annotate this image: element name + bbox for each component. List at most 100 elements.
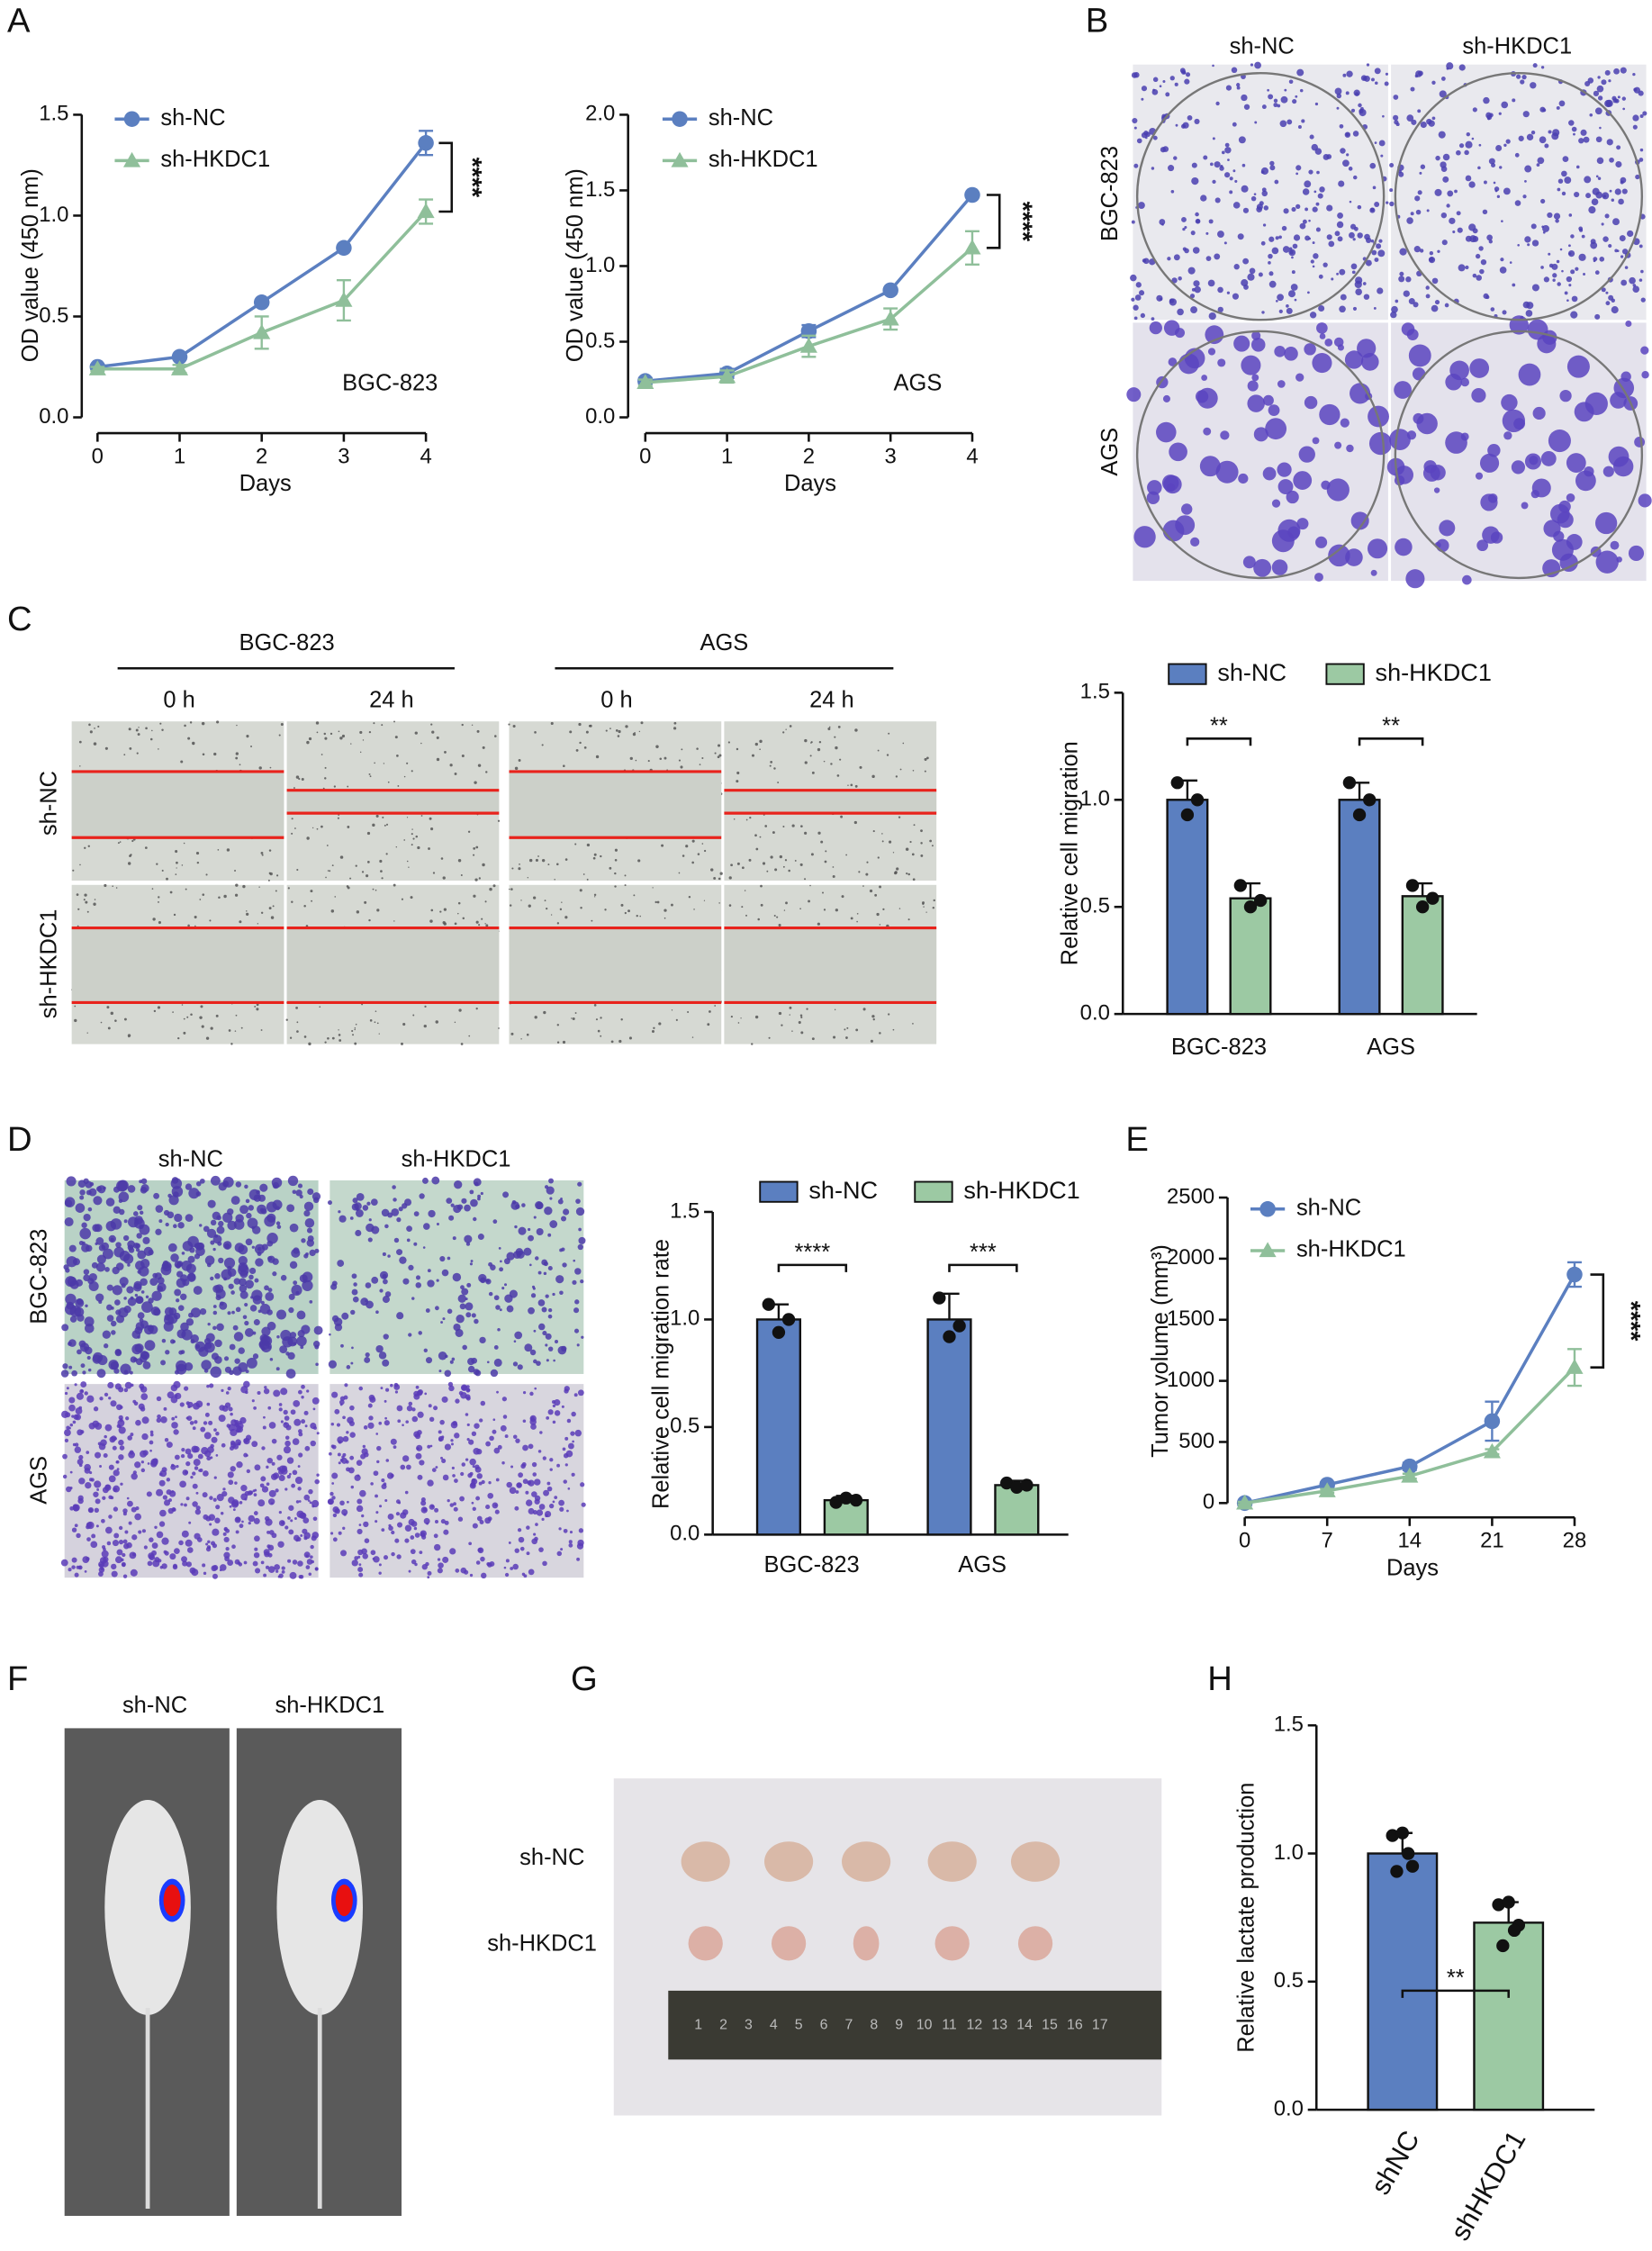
photo-speck: [305, 1252, 309, 1256]
photo-speck: [1321, 480, 1331, 490]
time-label: 24 h: [369, 688, 414, 713]
photo-speck: [140, 1278, 148, 1287]
photo-speck: [1178, 353, 1199, 375]
photo-speck: [1212, 179, 1216, 185]
photo-speck: [275, 1221, 281, 1225]
photo-speck: [359, 730, 363, 734]
photo-speck: [671, 903, 673, 907]
photo-speck: [77, 1495, 84, 1501]
photo-speck: [506, 1252, 515, 1261]
photo-speck: [306, 836, 310, 840]
photo-speck: [287, 1516, 291, 1520]
photo-speck: [244, 1184, 248, 1189]
significance-bracket: [438, 141, 454, 213]
photo-speck: [251, 1441, 258, 1448]
y-tick-label: 0.5: [39, 303, 68, 328]
marker: [964, 186, 980, 203]
photo-speck: [719, 872, 723, 875]
photo-speck: [266, 1457, 274, 1464]
photo-speck: [461, 754, 465, 757]
photo-speck: [260, 1560, 265, 1565]
photo-speck: [1568, 244, 1571, 248]
photo-speck: [259, 1483, 265, 1488]
photo-speck: [1171, 277, 1178, 284]
photo-speck: [438, 1370, 442, 1373]
photo-speck: [102, 1330, 111, 1339]
photo-speck: [785, 728, 787, 730]
ruler-number: 1: [694, 2017, 702, 2032]
photo-speck: [411, 828, 413, 830]
photo-speck: [110, 1237, 114, 1242]
photo-speck: [368, 1218, 372, 1222]
photo-speck: [476, 1515, 483, 1522]
photo-speck: [703, 849, 707, 853]
photo-speck: [1298, 446, 1315, 463]
photo-speck: [853, 820, 857, 825]
photo-speck: [454, 773, 457, 775]
photo-speck: [1133, 316, 1138, 321]
photo-speck: [199, 899, 202, 900]
photo-speck: [545, 1333, 552, 1340]
photo-speck: [1419, 171, 1422, 175]
row-label: AGS: [1097, 428, 1123, 476]
photo-speck: [212, 1573, 218, 1579]
photo-speck: [593, 1004, 597, 1007]
photo-speck: [1578, 253, 1586, 261]
photo-speck: [80, 1363, 86, 1369]
photo-speck: [1552, 129, 1560, 137]
photo-speck: [1573, 132, 1575, 136]
photo-speck: [151, 888, 154, 890]
photo-speck: [177, 1036, 180, 1040]
photo-speck: [1184, 225, 1187, 230]
photo-speck: [329, 1491, 334, 1496]
photo-speck: [277, 1541, 284, 1548]
photo-speck: [1258, 272, 1263, 277]
photo-speck: [1217, 231, 1224, 238]
photo-speck: [316, 1432, 320, 1435]
photo-speck: [591, 919, 593, 922]
photo-speck: [899, 768, 902, 771]
photo-speck: [189, 1421, 194, 1425]
photo-speck: [170, 1384, 178, 1392]
photo-speck: [473, 894, 476, 898]
photo-speck: [349, 1432, 356, 1438]
photo-speck: [1558, 100, 1566, 107]
photo-speck: [1604, 69, 1611, 76]
photo-speck: [1509, 261, 1512, 264]
ruler-number: 4: [770, 2017, 778, 2032]
photo-speck: [384, 1224, 389, 1229]
photo-speck: [253, 1493, 257, 1497]
photo-speck: [379, 1288, 384, 1293]
photo-speck: [256, 1003, 259, 1007]
photo-speck: [265, 1565, 270, 1569]
y-tick-label: 0.0: [39, 404, 68, 429]
photo-speck: [244, 1320, 249, 1326]
photo-speck: [578, 1227, 582, 1232]
photo-speck: [510, 1201, 519, 1210]
scratch-gap: [286, 790, 500, 814]
photo-speck: [69, 1423, 74, 1427]
photo-speck: [907, 918, 910, 921]
panel-letter: A: [7, 2, 31, 41]
photo-speck: [1620, 255, 1624, 258]
photo-speck: [685, 845, 689, 848]
photo-speck: [896, 867, 899, 871]
photo-speck: [105, 1526, 113, 1534]
photo-speck: [97, 1354, 108, 1366]
photo-speck: [517, 1364, 523, 1370]
photo-speck: [1574, 191, 1580, 198]
photo-speck: [114, 1019, 117, 1022]
photo-speck: [529, 1415, 537, 1423]
column-label: sh-HKDC1: [402, 1146, 511, 1171]
photo-speck: [363, 1425, 368, 1430]
photo-speck: [244, 1302, 248, 1307]
photo-speck: [240, 1493, 248, 1501]
photo-speck: [124, 1381, 132, 1389]
photo-speck: [408, 1401, 413, 1406]
photo-speck: [141, 1529, 146, 1533]
photo-speck: [1377, 287, 1384, 294]
photo-speck: [892, 1028, 895, 1031]
photo-speck: [427, 1479, 434, 1487]
photo-speck: [862, 885, 864, 887]
photo-speck: [569, 730, 573, 734]
